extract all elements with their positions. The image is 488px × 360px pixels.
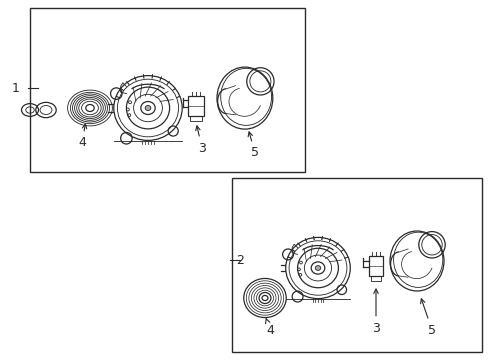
Text: 5: 5 (247, 132, 259, 159)
Bar (190, 116, 201, 121)
Bar (368, 256, 383, 275)
Text: 3: 3 (195, 126, 205, 154)
Text: 4: 4 (78, 124, 86, 149)
Text: 3: 3 (371, 289, 379, 334)
Ellipse shape (315, 266, 320, 270)
Text: 1: 1 (12, 81, 20, 94)
Bar (231, 178, 481, 352)
Text: 2: 2 (236, 253, 244, 266)
Bar (188, 96, 203, 116)
Ellipse shape (145, 105, 151, 111)
Bar (30, 8, 305, 172)
Bar (370, 275, 381, 281)
Text: 4: 4 (265, 318, 273, 337)
Text: 5: 5 (420, 299, 435, 337)
